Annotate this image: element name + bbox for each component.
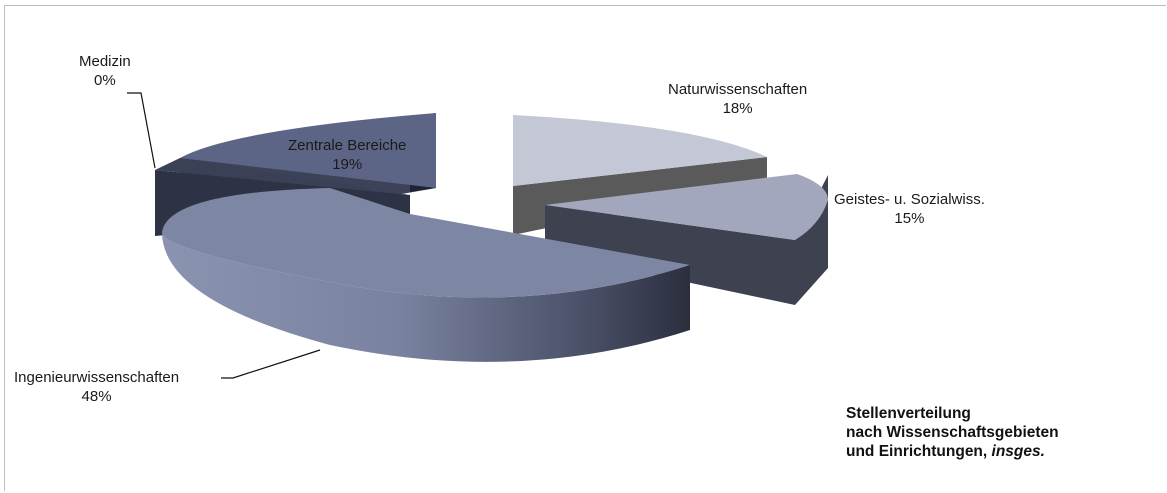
label-ingenieur: Ingenieurwissenschaften 48%	[14, 368, 179, 406]
slice-medizin-top	[155, 158, 410, 195]
title-line-3-em: insges.	[991, 443, 1045, 460]
label-zentrale: Zentrale Bereiche 19%	[288, 136, 406, 174]
label-medizin-name: Medizin	[79, 53, 131, 70]
label-medizin: Medizin 0%	[79, 52, 131, 90]
label-ingenieur-pct: 48%	[81, 388, 112, 405]
title-line-3: und Einrichtungen, insges.	[846, 442, 1059, 461]
leader-medizin	[127, 92, 156, 169]
title-line-3-main: und Einrichtungen,	[846, 443, 992, 460]
slice-side-ingenieur	[162, 232, 690, 362]
title-line-1: Stellenverteilung	[846, 405, 971, 422]
label-natur-name: Naturwissenschaften	[668, 81, 808, 98]
label-natur: Naturwissenschaften 18%	[668, 80, 807, 118]
slice-top-zentrale	[180, 113, 436, 188]
label-geistes-name: Geistes- u. Sozialwiss.	[834, 191, 985, 208]
leader-ingenieur	[221, 349, 321, 379]
label-geistes: Geistes- u. Sozialwiss. 15%	[834, 190, 985, 228]
label-geistes-pct: 15%	[894, 210, 925, 227]
chart-frame	[4, 5, 1166, 491]
slice-top-geistes	[545, 174, 828, 240]
label-ingenieur-name: Ingenieurwissenschaften	[14, 369, 180, 386]
title-line-2: nach Wissenschaftsgebieten	[846, 424, 1059, 441]
label-zentrale-name: Zentrale Bereiche	[288, 137, 407, 154]
slice-top-ingenieur	[162, 188, 690, 298]
label-natur-pct: 18%	[722, 100, 753, 117]
chart-title: Stellenverteilung nach Wissenschaftsgebi…	[846, 404, 1059, 461]
slice-top-natur	[513, 115, 767, 186]
slice-side-geistes	[545, 175, 828, 305]
label-medizin-pct: 0%	[94, 72, 116, 89]
label-zentrale-pct: 19%	[332, 156, 363, 173]
